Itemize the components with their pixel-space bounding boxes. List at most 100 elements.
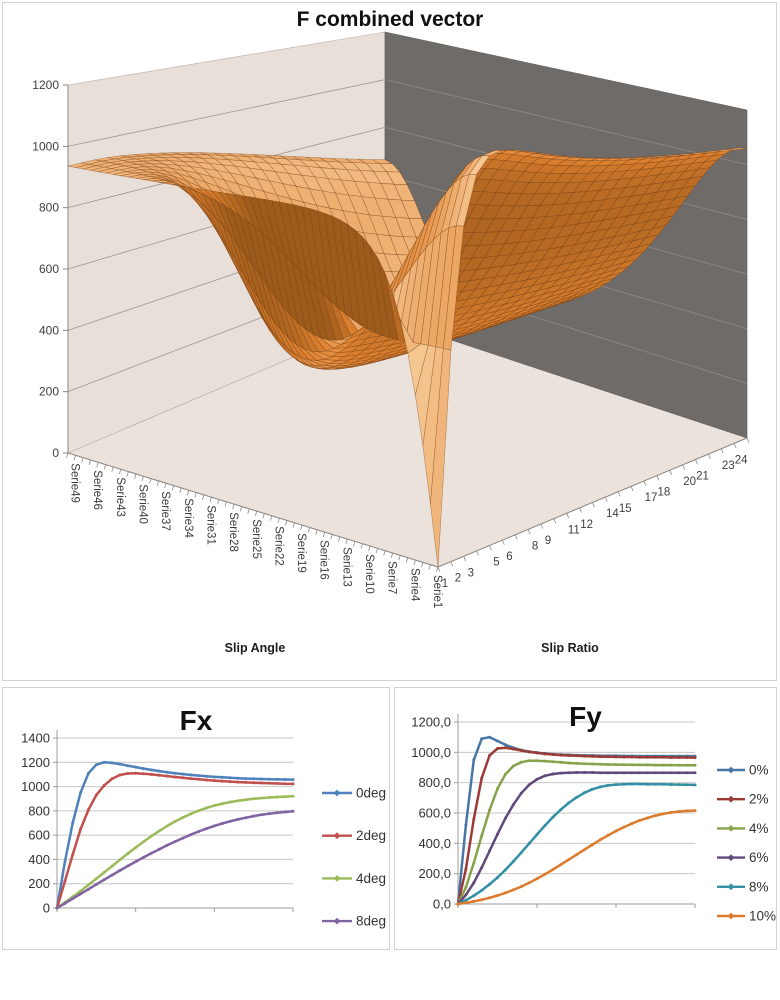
legend-item-0%: 0% <box>717 763 769 778</box>
slip-angle-tick-label: Serie22 <box>272 526 284 566</box>
series-line-6% <box>457 771 695 905</box>
slip-angle-tick-label: Serie7 <box>386 561 398 594</box>
slip-ratio-axis-title: Slip Ratio <box>541 641 599 655</box>
legend-item-8%: 8% <box>717 879 769 894</box>
slip-angle-tick-label: Serie16 <box>318 540 330 580</box>
slip-ratio-tick-label: 14 <box>606 508 619 520</box>
slip-ratio-tick-label: 8 <box>532 540 538 552</box>
slip-angle-tick-label: Serie37 <box>159 491 171 531</box>
legend-item-2deg: 2deg <box>322 828 386 843</box>
slip-angle-tick-label: Serie40 <box>137 484 149 524</box>
y-axis-tick-label: 600,0 <box>418 806 451 821</box>
slip-ratio-tick-label: 23 <box>722 460 735 472</box>
slip-angle-tick-label: Serie1 <box>431 575 443 608</box>
slip-angle-tick-label: Serie13 <box>340 547 352 587</box>
surface-value-axis: 0 200 400 600 800 1000 1200 <box>32 78 69 460</box>
y-axis-tick-label: 800 <box>28 803 50 818</box>
y-axis-tick-label: 200 <box>28 876 50 891</box>
surface-chart-title: F combined vector <box>296 8 484 31</box>
surface-category-axes <box>66 437 750 572</box>
value-axis-tick-label: 1000 <box>32 139 59 153</box>
slip-angle-axis-title: Slip Angle <box>224 641 286 655</box>
slip-angle-tick-label: Serie34 <box>182 498 194 538</box>
legend-item-6%: 6% <box>717 850 769 865</box>
legend-item-4deg: 4deg <box>322 871 386 886</box>
slip-angle-tick-label: Serie10 <box>363 554 375 594</box>
slip-angle-tick-label: Serie4 <box>408 568 420 602</box>
y-axis-tick-label: 1200 <box>21 755 50 770</box>
slip-ratio-tick-label: 17 <box>645 492 658 504</box>
legend-label: 8deg <box>356 914 386 929</box>
fy-chart: 0,0 200,0 400,0 600,0 800,0 1000,0 1200,0 0% 2% 4… <box>411 714 776 924</box>
slip-angle-tick-label: Serie46 <box>91 470 103 510</box>
slip-ratio-tick-label: 11 <box>568 524 580 536</box>
slip-ratio-tick-label: 1 <box>442 578 448 590</box>
slip-ratio-tick-label: 2 <box>455 573 461 585</box>
value-axis-tick-label: 1200 <box>32 78 59 92</box>
surface-serie-labels: Serie49 Serie46 Serie43 Serie40 Serie37 Serie… <box>69 463 443 608</box>
legend-marker <box>727 912 735 920</box>
legend-marker <box>727 766 735 774</box>
legend-marker <box>727 854 735 861</box>
slip-ratio-tick-label: 24 <box>735 454 748 466</box>
slip-ratio-tick-label: 6 <box>506 551 512 563</box>
legend-marker <box>727 883 735 891</box>
y-axis-tick-label: 1000,0 <box>411 745 451 760</box>
slip-ratio-tick-label: 3 <box>468 567 474 579</box>
slip-ratio-tick-label: 15 <box>619 503 632 515</box>
value-axis-tick-label: 800 <box>39 201 59 215</box>
legend-marker <box>333 917 341 925</box>
legend-marker <box>727 795 735 803</box>
slip-ratio-tick-label: 20 <box>683 476 696 488</box>
slip-angle-tick-label: Serie19 <box>295 533 307 573</box>
fy-chart-title: Fy <box>569 701 602 732</box>
slip-ratio-tick-label: 21 <box>696 471 709 483</box>
slip-ratio-tick-label: 12 <box>580 519 593 531</box>
y-axis-tick-label: 200,0 <box>418 866 451 881</box>
slip-ratio-tick-label: 5 <box>493 557 499 569</box>
legend-item-10%: 10% <box>717 909 776 924</box>
value-axis-tick-label: 200 <box>39 385 59 399</box>
y-axis-tick-label: 1400 <box>21 731 50 746</box>
legend-item-2%: 2% <box>717 792 769 807</box>
y-axis-tick-label: 400,0 <box>418 836 451 851</box>
value-axis-tick-label: 400 <box>39 323 59 337</box>
series-line-4deg <box>56 795 294 910</box>
fx-chart-frame <box>2 687 390 950</box>
value-axis-tick-label: 0 <box>52 446 59 460</box>
legend-label: 4% <box>749 821 769 836</box>
legend-item-0deg: 0deg <box>322 786 386 801</box>
slip-ratio-tick-label: 18 <box>658 487 671 499</box>
slip-angle-tick-label: Serie25 <box>250 519 262 559</box>
y-axis-tick-label: 800,0 <box>418 775 451 790</box>
legend-label: 2% <box>749 792 769 807</box>
y-axis-tick-label: 0,0 <box>433 897 451 912</box>
legend-marker <box>333 875 341 882</box>
legend-label: 8% <box>749 879 769 894</box>
y-axis-tick-label: 1200,0 <box>411 715 451 730</box>
fx-chart: 0 200 400 600 800 1000 1200 1400 0deg 2deg 4deg 8de… <box>21 730 386 929</box>
legend-label: 0% <box>749 763 769 778</box>
legend-marker <box>333 832 341 840</box>
value-axis-tick-label: 600 <box>39 262 59 276</box>
legend-item-4%: 4% <box>717 821 769 836</box>
slip-angle-tick-label: Serie43 <box>114 477 126 517</box>
slip-angle-tick-label: Serie28 <box>227 512 239 552</box>
legend-label: 0deg <box>356 786 386 801</box>
y-axis-tick-label: 0 <box>43 901 50 916</box>
y-axis-tick-label: 600 <box>28 828 50 843</box>
slip-ratio-tick-label: 9 <box>545 535 551 547</box>
legend-item-8deg: 8deg <box>322 914 386 929</box>
fx-chart-title: Fx <box>179 705 213 736</box>
surface-mesh <box>67 147 748 568</box>
legend-label: 2deg <box>356 828 386 843</box>
y-axis-tick-label: 400 <box>28 852 50 867</box>
slip-angle-tick-label: Serie31 <box>205 505 217 545</box>
legend-marker <box>727 825 735 832</box>
y-axis-tick-label: 1000 <box>21 779 50 794</box>
legend-label: 4deg <box>356 871 386 886</box>
legend-label: 6% <box>749 850 769 865</box>
